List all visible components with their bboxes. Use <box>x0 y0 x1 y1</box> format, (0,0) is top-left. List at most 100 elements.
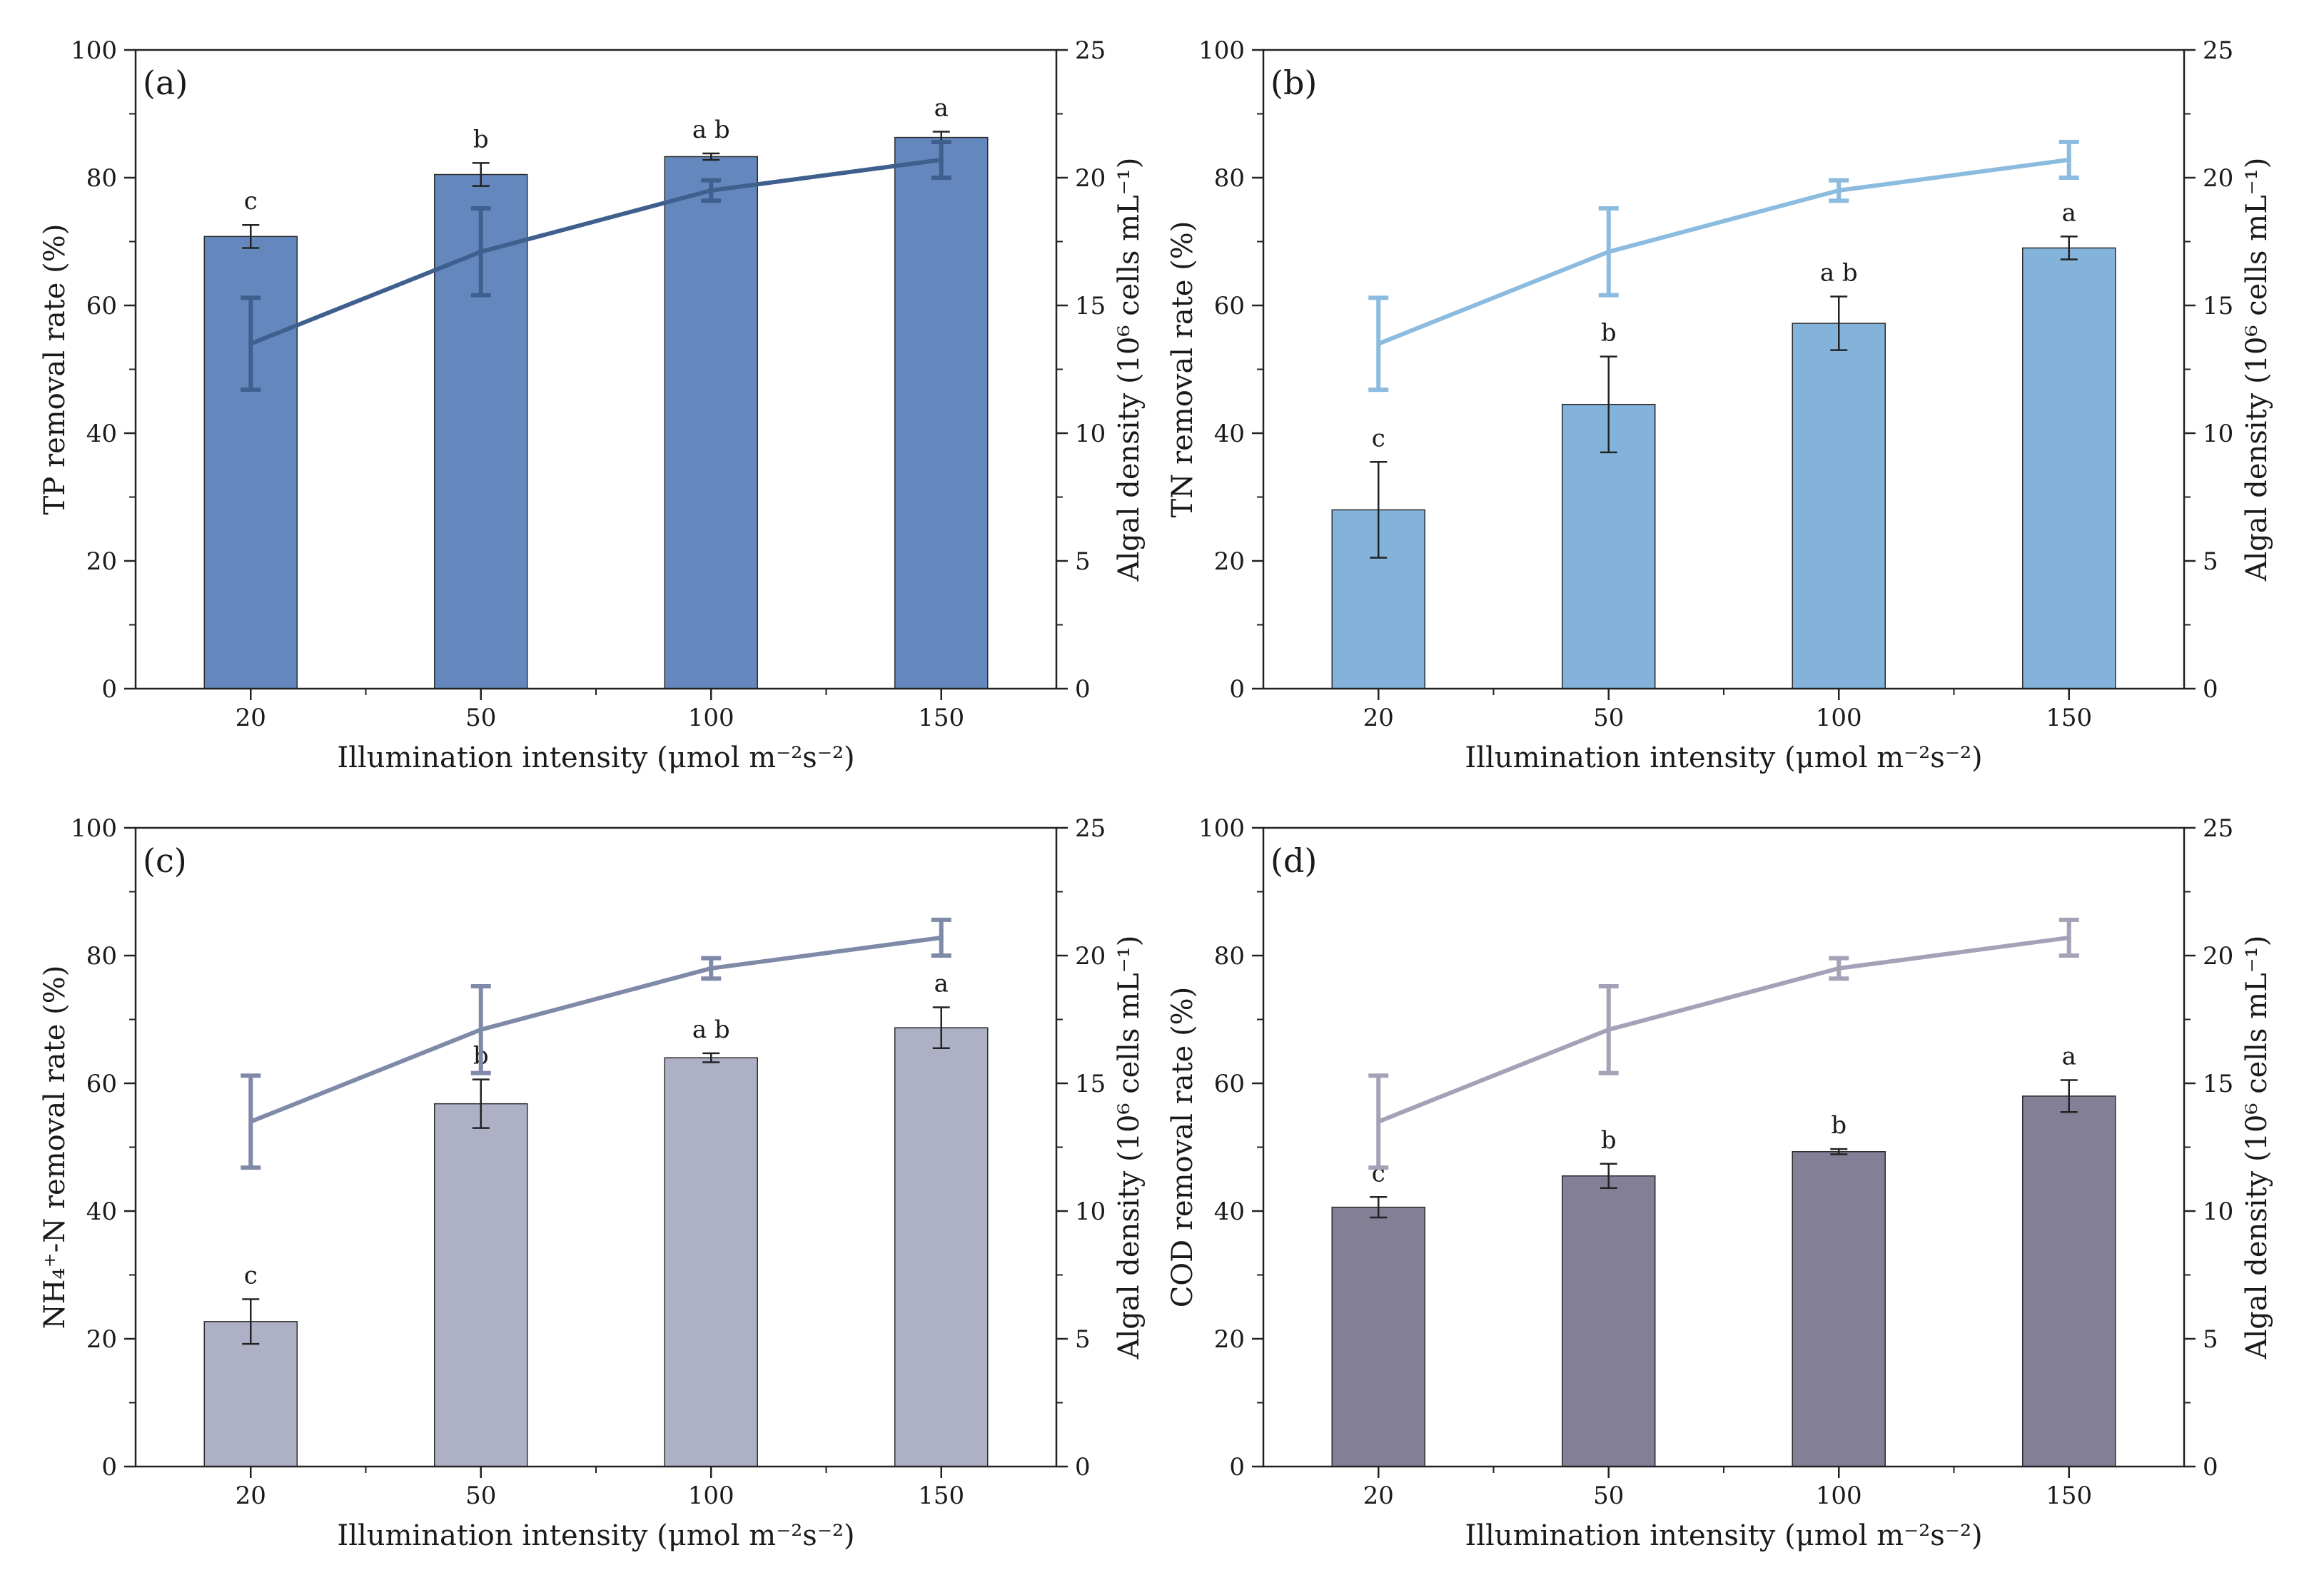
left-tick-label: 100 <box>71 36 117 65</box>
bar-error-bar <box>472 162 490 187</box>
left-tick-label: 60 <box>86 292 117 320</box>
bar-150 <box>2022 1095 2116 1467</box>
right-tick-label: 25 <box>2203 814 2233 843</box>
right-tick-label: 10 <box>1075 420 1106 448</box>
left-tick-label: 80 <box>1214 164 1245 193</box>
x-tick-label: 50 <box>1593 704 1624 732</box>
x-tick-label: 50 <box>1593 1482 1624 1510</box>
algal-density-line <box>1376 157 2071 346</box>
left-tick-label: 100 <box>71 814 117 843</box>
line-error-bar <box>1368 295 1389 393</box>
line-error-bar <box>2058 139 2079 180</box>
left-tick-label: 100 <box>1198 36 1245 65</box>
right-tick-label: 5 <box>1075 547 1091 576</box>
bar-error-bar <box>242 1298 260 1345</box>
bar-100 <box>664 1057 758 1467</box>
left-tick-label: 80 <box>86 164 117 193</box>
left-tick-label: 20 <box>86 547 117 576</box>
line-error-bar <box>1829 178 1849 203</box>
significance-letter: b <box>1601 1126 1617 1155</box>
bar-50 <box>1562 1175 1656 1467</box>
significance-letter: c <box>244 187 258 216</box>
algal-density-line <box>248 935 944 1124</box>
right-axis-title: Algal density (10⁶ cells mL⁻¹) <box>1113 936 1146 1360</box>
left-axis-title: COD removal rate (%) <box>1166 987 1199 1308</box>
x-axis-title: Illumination intensity (μmol m⁻²s⁻²) <box>1465 741 1982 774</box>
right-tick-label: 5 <box>2203 547 2218 576</box>
panel-label: (c) <box>143 841 187 880</box>
x-axis-title: Illumination intensity (μmol m⁻²s⁻²) <box>337 741 854 774</box>
right-tick-label: 5 <box>2203 1325 2218 1354</box>
left-tick-label: 40 <box>86 420 117 448</box>
bar-error-bar <box>472 1078 490 1129</box>
right-tick-label: 10 <box>2203 1197 2233 1226</box>
chart-panel-b: c b a b a 0 20 40 60 80 100 0 5 10 15 20 25 20 50 100 150 Il… <box>1166 36 2273 774</box>
right-tick-label: 0 <box>1075 675 1091 704</box>
right-tick-label: 25 <box>2203 36 2233 65</box>
right-tick-label: 10 <box>2203 420 2233 448</box>
right-axis-title: Algal density (10⁶ cells mL⁻¹) <box>2240 158 2273 582</box>
bar-error-bar <box>1600 355 1617 454</box>
left-tick-label: 60 <box>86 1070 117 1098</box>
x-tick-label: 50 <box>465 704 496 732</box>
bar-error-bar <box>1830 295 1848 351</box>
line-error-bar <box>1829 956 1849 981</box>
left-tick-label: 80 <box>1214 942 1245 971</box>
line-error-bar <box>701 178 722 203</box>
x-tick-label: 150 <box>2046 704 2092 732</box>
significance-letter: b <box>473 125 489 153</box>
bar-150 <box>894 136 989 689</box>
x-tick-label: 100 <box>688 704 734 732</box>
left-tick-label: 20 <box>86 1325 117 1354</box>
x-tick-label: 100 <box>1816 704 1862 732</box>
right-axis-title: Algal density (10⁶ cells mL⁻¹) <box>2240 936 2273 1360</box>
bar-error-bar <box>2060 1079 2078 1113</box>
bar-20 <box>203 1321 298 1467</box>
x-tick-label: 100 <box>1816 1482 1862 1510</box>
bar-error-bar <box>1600 1163 1617 1190</box>
line-error-bar <box>931 139 951 180</box>
bar-error-bar <box>1370 461 1388 559</box>
significance-letter: a b <box>692 1016 730 1044</box>
right-tick-label: 0 <box>2203 675 2218 704</box>
left-tick-label: 40 <box>1214 420 1245 448</box>
bar-error-bar <box>932 1006 950 1050</box>
left-tick-label: 20 <box>1214 547 1245 576</box>
significance-letter: a b <box>1820 258 1858 287</box>
panel-label: (b) <box>1270 64 1317 102</box>
left-tick-label: 40 <box>86 1197 117 1226</box>
line-error-bar <box>1598 206 1619 298</box>
x-tick-label: 20 <box>236 1482 266 1510</box>
significance-letter: b <box>1601 319 1617 348</box>
significance-letter: a <box>2062 1043 2076 1071</box>
line-error-bar <box>241 295 261 393</box>
right-tick-label: 20 <box>2203 164 2233 193</box>
bar-50 <box>434 1103 528 1467</box>
right-tick-label: 15 <box>2203 1070 2233 1098</box>
right-tick-label: 25 <box>1075 814 1106 843</box>
significance-letter: a b <box>692 116 730 144</box>
line-error-bar <box>931 917 951 958</box>
right-tick-label: 20 <box>1075 164 1106 193</box>
significance-letter: a <box>934 969 949 998</box>
right-tick-label: 0 <box>2203 1453 2218 1482</box>
chart-panel-a: c b a b a 0 20 40 60 80 100 0 5 10 15 20 25 20 50 100 150 Il… <box>39 36 1146 774</box>
left-tick-label: 0 <box>101 675 117 704</box>
algal-density-line <box>1376 935 2071 1124</box>
bar-20 <box>1331 1206 1425 1467</box>
left-axis-title: NH₄⁺-N removal rate (%) <box>39 966 71 1330</box>
left-axis-title: TP removal rate (%) <box>39 224 71 515</box>
x-tick-label: 20 <box>1363 1482 1394 1510</box>
left-tick-label: 60 <box>1214 1070 1245 1098</box>
line-error-bar <box>1598 983 1619 1075</box>
bar-error-bar <box>702 1052 720 1063</box>
line-error-bar <box>470 206 491 298</box>
line-error-bar <box>1368 1073 1389 1170</box>
bar-150 <box>2022 247 2116 689</box>
right-tick-label: 5 <box>1075 1325 1091 1354</box>
right-tick-label: 20 <box>1075 942 1106 971</box>
bar-error-bar <box>2060 236 2078 260</box>
panel-label: (a) <box>143 64 188 102</box>
